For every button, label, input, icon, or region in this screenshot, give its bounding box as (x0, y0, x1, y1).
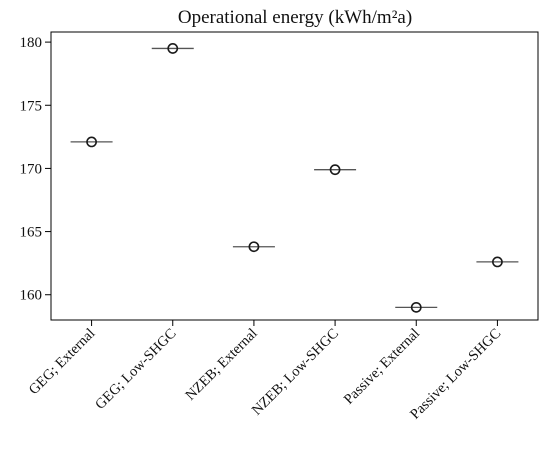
x-tick-label: GEG; External (26, 326, 99, 399)
x-tick-label: NZEB; External (183, 326, 261, 404)
data-point (410, 301, 422, 313)
chart-title: Operational energy (kWh/m²a) (178, 7, 412, 28)
plot-frame (50, 31, 539, 321)
x-tick-label: GEG; Low-SHGC (92, 326, 179, 413)
y-tick-label: 170 (20, 161, 43, 177)
x-tick-label: Passive; External (341, 326, 423, 408)
data-point (329, 164, 341, 176)
data-point (86, 136, 97, 148)
data-point (492, 256, 503, 268)
y-tick-label: 165 (20, 225, 43, 241)
data-marks (70, 43, 519, 313)
y-tick-label: 180 (20, 35, 43, 51)
y-axis: 160 165 170 175 180 (20, 35, 51, 304)
x-tick-label: NZEB; Low-SHGC (249, 326, 342, 419)
data-point (248, 241, 260, 253)
y-tick-label: 160 (20, 288, 43, 304)
data-point (167, 43, 179, 54)
x-tick-label: Passive; Low-SHGC (407, 326, 504, 423)
y-tick-label: 175 (20, 98, 43, 114)
